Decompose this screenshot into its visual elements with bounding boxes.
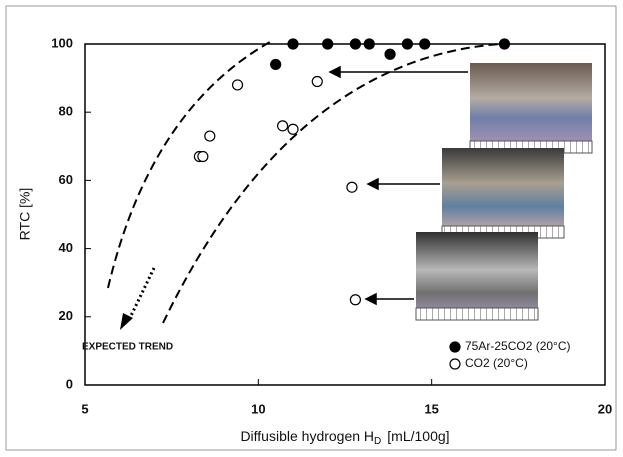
x-tick-label: 15 [424, 401, 438, 416]
y-tick-label: 100 [51, 35, 73, 50]
trend-curve [108, 42, 270, 288]
data-point [350, 39, 360, 49]
data-point [205, 131, 215, 141]
y-tick-label: 60 [59, 172, 73, 187]
y-axis-label: RTC [%] [17, 188, 33, 241]
x-tick-label: 10 [251, 401, 265, 416]
y-tick-label: 20 [59, 308, 73, 323]
x-label-main: Diffusible hydrogen H [240, 428, 374, 444]
data-point [278, 121, 288, 131]
annotation: EXPECTED TREND [82, 342, 173, 353]
data-point [312, 77, 322, 87]
trend-arrow-head [120, 313, 133, 330]
data-point [271, 59, 281, 69]
data-point [198, 152, 208, 162]
y-tick-label: 0 [66, 376, 73, 391]
chart: EXPECTED TREND RTC [%] Diffusible hydrog… [0, 0, 623, 457]
x-label-sub: D [374, 436, 381, 447]
data-point [364, 39, 374, 49]
data-point [499, 39, 509, 49]
data-point [420, 39, 430, 49]
data-point [350, 295, 360, 305]
y-tick-label: 40 [59, 240, 73, 255]
page: {"chart_data": {"type": "scatter", "xlab… [0, 0, 623, 457]
x-tick-label: 5 [81, 401, 88, 416]
data-point [323, 39, 333, 49]
trend-arrow [128, 268, 154, 322]
data-point [402, 39, 412, 49]
data-point [233, 80, 243, 90]
data-point [288, 124, 298, 134]
legend-label: 75Ar-25CO2 (20°C) [465, 339, 571, 353]
legend-label: CO2 (20°C) [465, 356, 528, 370]
data-point [288, 39, 298, 49]
x-tick-label: 20 [598, 401, 612, 416]
photo [470, 63, 592, 153]
data-point [347, 182, 357, 192]
photo [442, 148, 564, 238]
x-axis-label: Diffusible hydrogen HD [mL/100g] [240, 428, 449, 447]
photo [416, 232, 538, 320]
y-tick-label: 80 [59, 104, 73, 119]
data-point [385, 49, 395, 59]
x-label-unit: [mL/100g] [387, 428, 449, 444]
legend-marker [450, 342, 460, 352]
legend-marker [450, 359, 460, 369]
